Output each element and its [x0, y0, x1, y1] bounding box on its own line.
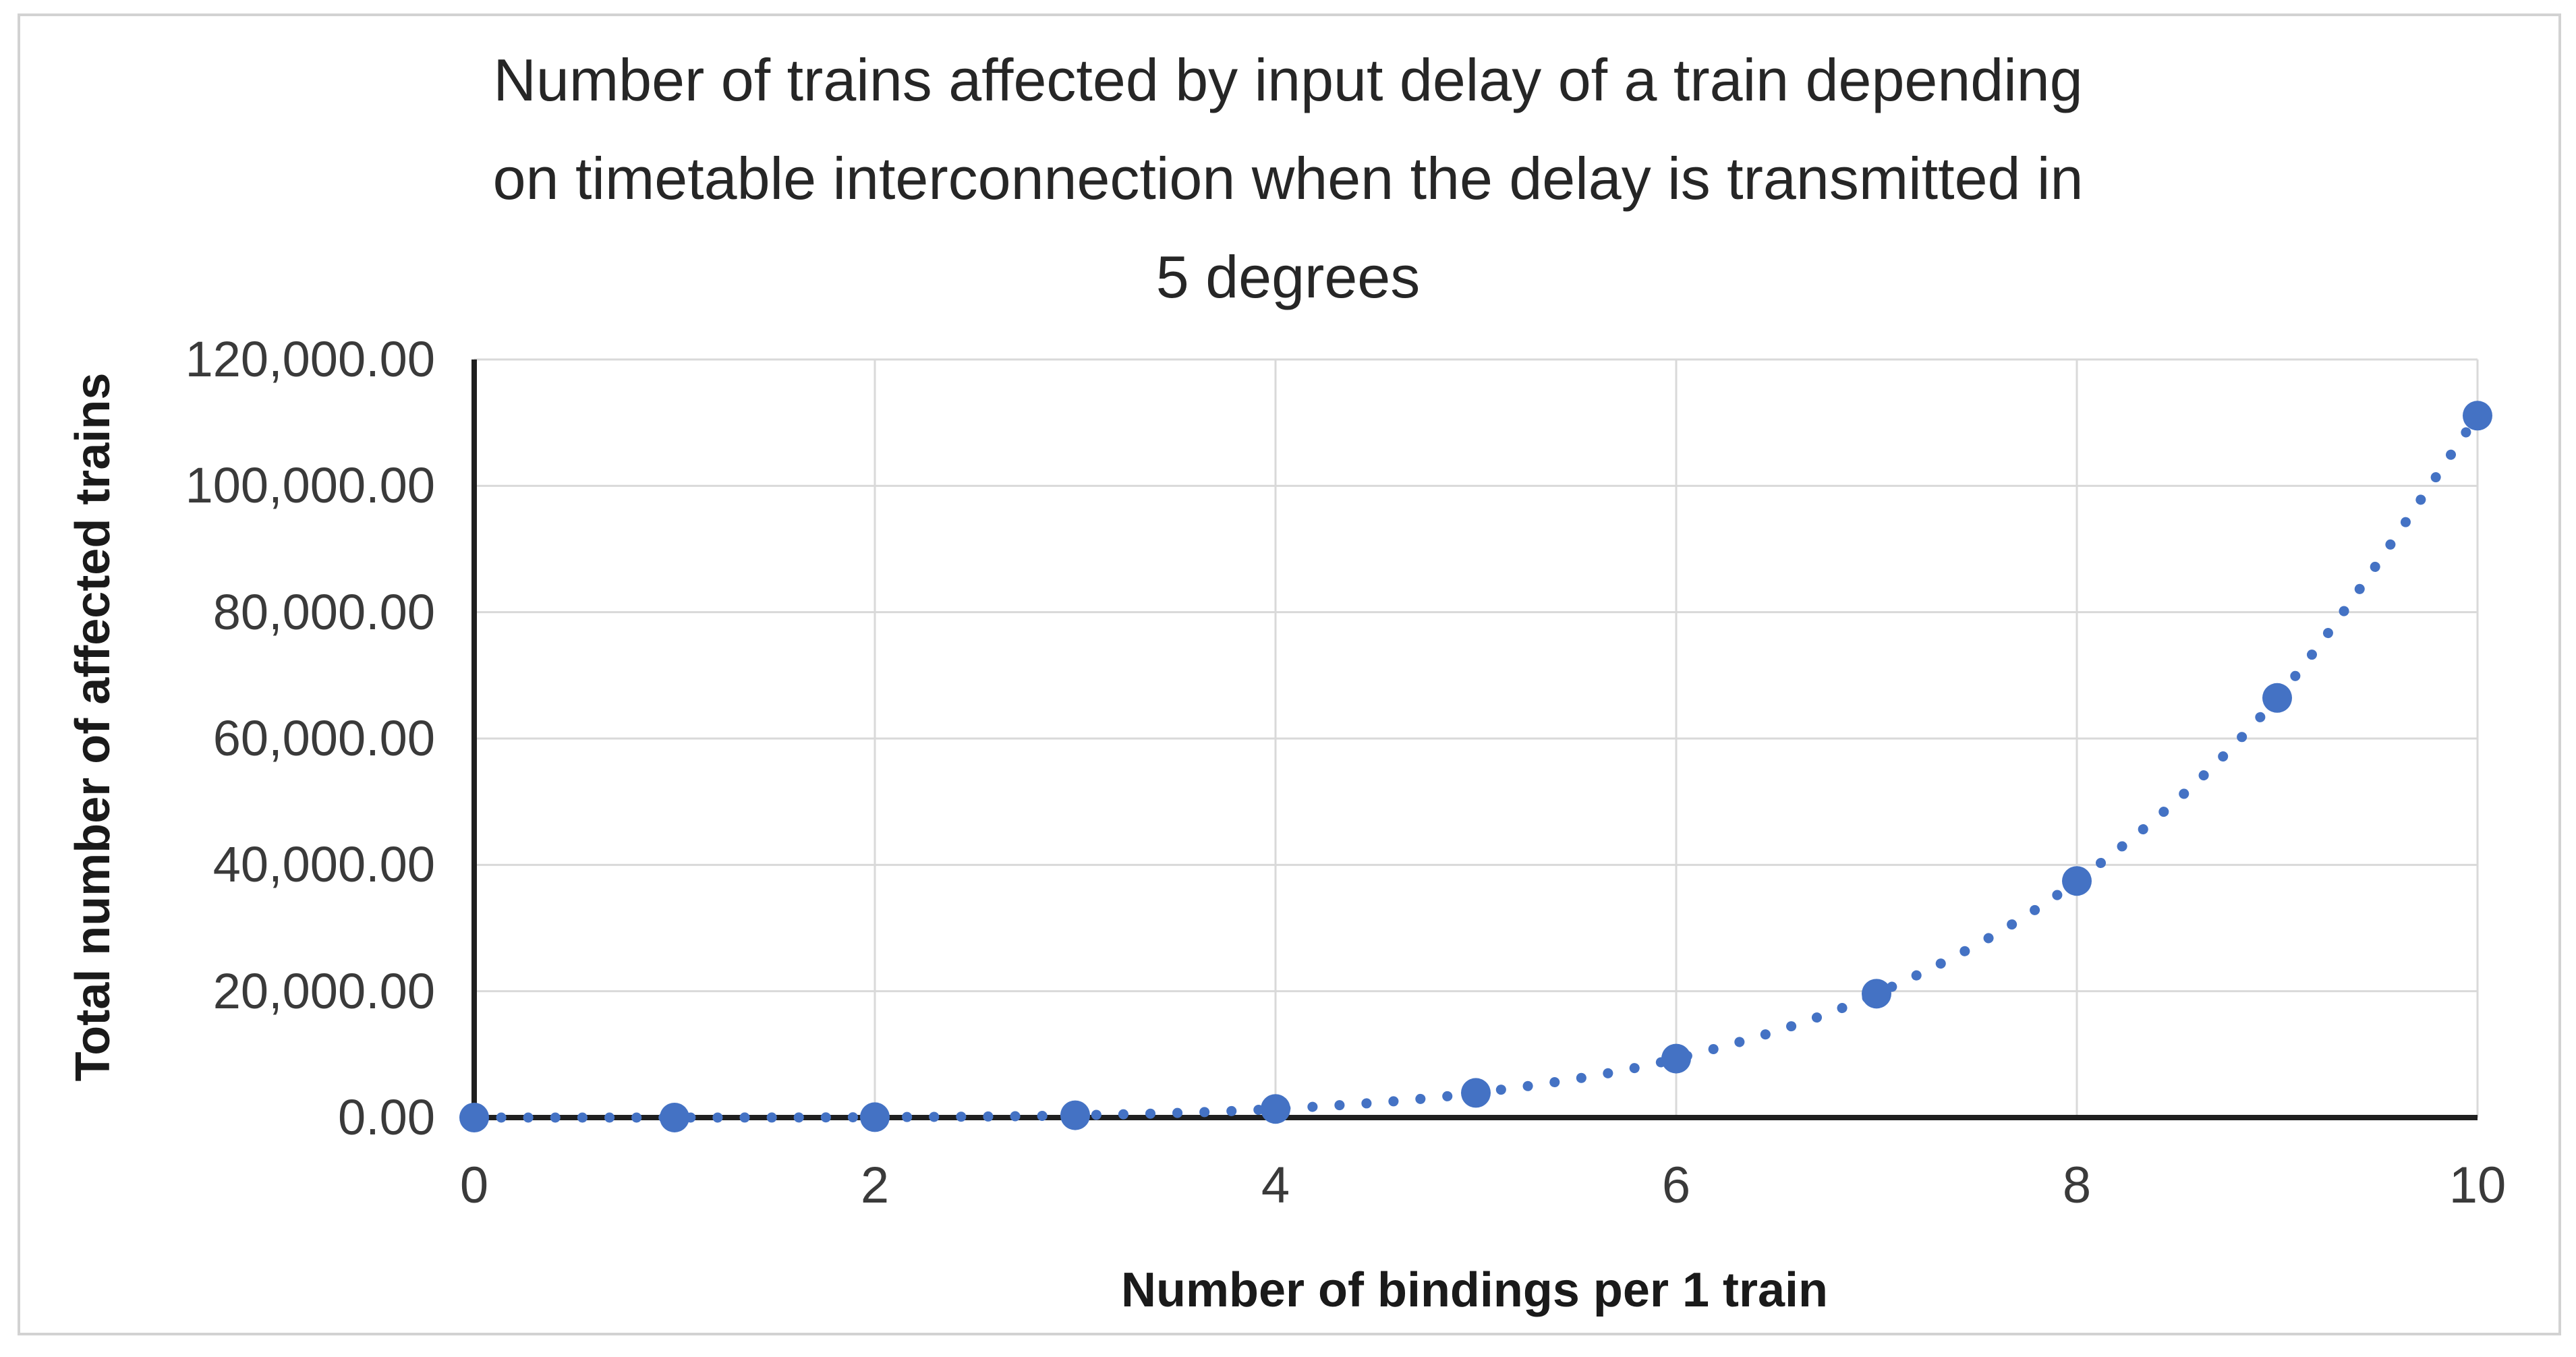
- x-axis-title: Number of bindings per 1 train: [1120, 1263, 1829, 1317]
- chart-title: Number of trains affected by input delay…: [243, 31, 2333, 326]
- chart-title-line-2: on timetable interconnection when the de…: [492, 145, 2084, 212]
- data-point-marker: [1060, 1100, 1090, 1130]
- data-point-marker: [459, 1103, 489, 1132]
- data-point-marker: [660, 1102, 689, 1132]
- x-tick-label: 4: [1261, 1157, 1290, 1214]
- y-tick-label: 40,000.00: [212, 836, 435, 893]
- chart-title-line-3: 5 degrees: [1155, 243, 1421, 310]
- y-tick-label: 60,000.00: [212, 710, 435, 766]
- y-tick-label: 120,000.00: [185, 331, 435, 387]
- x-tick-label: 2: [860, 1157, 890, 1214]
- data-point-marker: [2062, 866, 2092, 896]
- data-point-marker: [860, 1102, 890, 1132]
- x-tick-label: 0: [459, 1157, 489, 1214]
- chart-title-line-1: Number of trains affected by input delay…: [493, 47, 2083, 113]
- data-point-marker: [1261, 1094, 1290, 1124]
- y-tick-label: 100,000.00: [185, 457, 435, 514]
- x-tick-label: 8: [2062, 1157, 2092, 1214]
- x-tick-label: 10: [2449, 1157, 2507, 1214]
- y-tick-label: 80,000.00: [212, 583, 435, 640]
- y-tick-label: 20,000.00: [212, 962, 435, 1019]
- y-tick-label: 0.00: [337, 1089, 435, 1145]
- data-point-marker: [1862, 979, 1891, 1009]
- data-point-marker: [1661, 1043, 1691, 1074]
- data-point-marker: [2262, 683, 2292, 713]
- x-tick-label: 6: [1661, 1157, 1691, 1214]
- data-point-marker: [2463, 401, 2492, 431]
- data-point-marker: [1461, 1078, 1491, 1108]
- series-dotted-line: [469, 410, 2483, 1123]
